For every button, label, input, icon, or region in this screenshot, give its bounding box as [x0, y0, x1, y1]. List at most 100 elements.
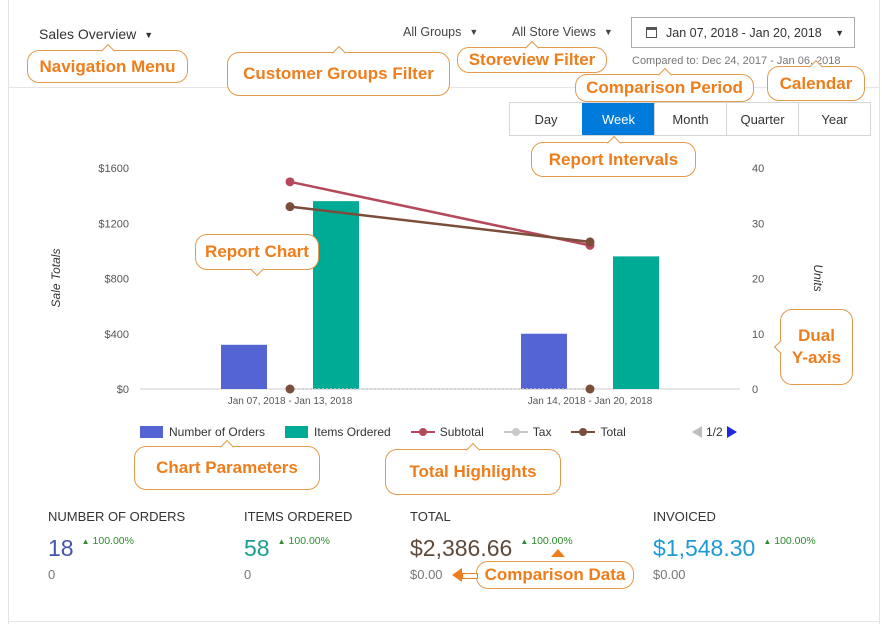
- total-total: Total $2,386.66 ▲ 100.00% $0.00: [410, 509, 573, 582]
- total-change: ▲ 100.00%: [520, 535, 572, 547]
- calendar-icon: [646, 27, 657, 38]
- navigation-menu-label: Sales Overview: [39, 26, 137, 42]
- callout-report-intervals: Report Intervals: [531, 142, 696, 177]
- callout-comparison-period: Comparison Period: [575, 74, 754, 102]
- total-change: ▲ 100.00%: [278, 535, 330, 547]
- report-interval-switcher: Day Week Month Quarter Year: [509, 102, 871, 136]
- bar-number-of-orders: [221, 344, 267, 389]
- total-invoiced: Invoiced $1,548.30 ▲ 100.00% $0.00: [653, 509, 816, 582]
- total-items-ordered: Items Ordered 58 ▲ 100.00% 0: [244, 509, 352, 582]
- legend-label: Tax: [532, 425, 552, 439]
- legend-next-icon[interactable]: [726, 426, 737, 438]
- triangle-up-icon: ▲: [81, 537, 90, 546]
- dashboard-panel: [8, 0, 880, 624]
- arrow-up-icon: [551, 549, 565, 557]
- y-right-tick-label: 0: [752, 384, 758, 396]
- legend-label: Subtotal: [439, 425, 484, 439]
- total-label: Number of Orders: [48, 509, 186, 524]
- chevron-down-icon: ▼: [144, 30, 154, 40]
- y-right-tick-label: 20: [752, 274, 764, 286]
- total-previous-value: 0: [48, 567, 56, 582]
- total-value: 58: [244, 535, 270, 561]
- legend-label: Items Ordered: [314, 425, 391, 439]
- date-range-label: Jan 07, 2018 - Jan 20, 2018: [666, 25, 822, 40]
- legend-pager: 1/2: [692, 425, 737, 439]
- line-subtotal: [289, 180, 591, 247]
- comparison-period-text: Compared to: Dec 24, 2017 - Jan 06, 2018: [632, 55, 841, 67]
- callout-comparison-data: Comparison Data: [476, 561, 634, 589]
- total-change-label: 100.00%: [531, 535, 573, 547]
- callout-report-chart: Report Chart: [195, 234, 319, 270]
- callout-customer-groups-filter: Customer Groups Filter: [227, 52, 450, 96]
- navigation-menu-dropdown[interactable]: Sales Overview ▼: [39, 26, 153, 42]
- bar-items-ordered: [613, 256, 659, 389]
- y-right-axis-title: Units: [811, 264, 825, 291]
- legend-item-items-ordered[interactable]: Items Ordered: [285, 425, 391, 439]
- store-views-dropdown[interactable]: All Store Views ▼: [512, 25, 613, 39]
- callout-dual-y-axis: Dual Y-axis: [780, 309, 853, 385]
- total-label: Items Ordered: [244, 509, 353, 524]
- total-change-label: 100.00%: [774, 535, 816, 547]
- callout-calendar: Calendar: [767, 66, 865, 101]
- legend-item-total[interactable]: Total: [571, 425, 626, 439]
- point-tax: [585, 384, 595, 394]
- total-change-label: 100.00%: [288, 535, 330, 547]
- total-previous-value: $0.00: [653, 567, 686, 582]
- legend-swatch: [503, 426, 528, 438]
- chevron-down-icon: ▼: [469, 27, 479, 37]
- footer-divider: [8, 621, 880, 622]
- chevron-down-icon: ▼: [603, 27, 613, 37]
- legend-item-number-of-orders[interactable]: Number of Orders: [140, 425, 265, 439]
- callout-dual-y-axis-line2: Y-axis: [791, 348, 842, 367]
- triangle-up-icon: ▲: [520, 537, 529, 546]
- interval-year-button[interactable]: Year: [798, 103, 870, 135]
- interval-week-button[interactable]: Week: [582, 103, 654, 135]
- total-value: $1,548.30: [653, 535, 756, 561]
- interval-month-button[interactable]: Month: [654, 103, 726, 135]
- customer-groups-label: All Groups: [403, 25, 462, 39]
- y-left-tick-label: $1200: [98, 218, 129, 230]
- chart-legend: Number of Orders Items Ordered Subtotal Tax…: [140, 425, 646, 439]
- store-views-label: All Store Views: [512, 25, 596, 39]
- y-left-tick-label: $1600: [98, 163, 129, 175]
- legend-page-label: 1/2: [706, 425, 723, 439]
- triangle-up-icon: ▲: [763, 537, 772, 546]
- interval-day-button[interactable]: Day: [510, 103, 582, 135]
- bar-items-ordered: [313, 201, 359, 389]
- legend-swatch: [571, 426, 596, 438]
- report-chart: $0 $400 $800 $1200 $1600 0 10 20 30 40 Sale Totals…: [49, 163, 825, 407]
- y-left-tick-label: $800: [105, 274, 129, 286]
- callout-dual-y-axis-line1: Dual: [798, 326, 835, 345]
- point-total: [285, 202, 295, 212]
- callout-chart-parameters: Chart Parameters: [134, 446, 320, 490]
- y-right-tick-label: 40: [752, 163, 764, 175]
- y-left-tick-label: $0: [117, 384, 129, 396]
- point-total: [585, 237, 595, 247]
- customer-groups-dropdown[interactable]: All Groups ▼: [403, 25, 478, 39]
- y-right-tick-label: 10: [752, 329, 764, 341]
- legend-item-subtotal[interactable]: Subtotal: [410, 425, 484, 439]
- callout-total-highlights: Total Highlights: [385, 449, 561, 495]
- total-change: ▲ 100.00%: [82, 535, 134, 547]
- y-left-axis-title: Sale Totals: [49, 249, 63, 308]
- total-change-label: 100.00%: [92, 535, 134, 547]
- callout-navigation-menu: Navigation Menu: [27, 50, 188, 83]
- total-label: Total: [410, 509, 451, 524]
- legend-swatch: [140, 426, 163, 438]
- total-previous-value: 0: [244, 567, 252, 582]
- bar-number-of-orders: [521, 333, 567, 389]
- legend-label: Total: [600, 425, 626, 439]
- total-previous-value: $0.00: [410, 567, 443, 582]
- triangle-up-icon: ▲: [277, 537, 286, 546]
- legend-item-tax[interactable]: Tax: [503, 425, 552, 439]
- total-value: $2,386.66: [410, 535, 513, 561]
- interval-quarter-button[interactable]: Quarter: [726, 103, 798, 135]
- legend-prev-icon[interactable]: [692, 426, 702, 438]
- point-tax: [285, 384, 295, 394]
- legend-swatch: [410, 426, 435, 438]
- total-label: Invoiced: [653, 509, 716, 524]
- date-range-picker[interactable]: Jan 07, 2018 - Jan 20, 2018 ▼: [631, 17, 855, 48]
- total-value: 18: [48, 535, 74, 561]
- point-subtotal: [285, 177, 295, 187]
- y-left-tick-label: $400: [105, 329, 129, 341]
